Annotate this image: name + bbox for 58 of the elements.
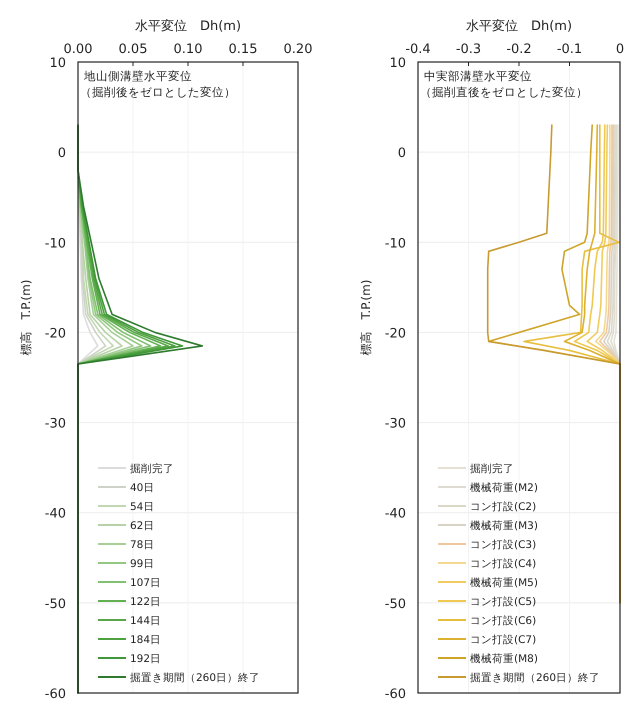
y-tick-label: -10 [384, 236, 406, 252]
legend-label: 122日 [130, 596, 162, 608]
legend-label: 192日 [130, 653, 162, 665]
y-tick-label: -20 [44, 326, 66, 342]
legend-label: 機械荷重(M5) [470, 576, 538, 589]
legend-label: コン打設(C2) [470, 500, 536, 513]
legend-label: 掘削完了 [130, 462, 174, 475]
legend-label: 107日 [130, 577, 162, 589]
y-tick-label: 0 [398, 146, 406, 162]
y-tick-label: -20 [384, 326, 406, 342]
legend-label: 184日 [130, 634, 162, 646]
legend-label: 62日 [130, 520, 154, 532]
y-axis-title: 標高 T.P.(m) [359, 280, 373, 356]
legend-label: 99日 [130, 558, 154, 570]
x-tick-label: 0.10 [174, 42, 202, 57]
y-tick-label: -10 [44, 236, 66, 252]
legend-label: 掘置き期間（260日）終了 [130, 672, 260, 684]
x-tick-label: -0.3 [456, 42, 482, 57]
legend-label: コン打設(C5) [470, 595, 536, 608]
legend-label: コン打設(C6) [470, 614, 536, 627]
y-tick-label: 0 [58, 146, 66, 162]
y-axis-title: 標高 T.P.(m) [19, 280, 33, 356]
text: （掘削直後をゼロとした変位） [420, 85, 588, 99]
legend-label: 掘削完了 [470, 462, 514, 475]
y-tick-label: -30 [384, 416, 406, 432]
x-tick-label: 0.05 [118, 42, 148, 57]
x-tick-label: -0.4 [405, 42, 431, 57]
y-tick-label: 10 [49, 56, 66, 71]
y-tick-label: -60 [384, 687, 406, 702]
text: 中実部溝壁水平変位 [424, 69, 532, 83]
text: 地山側溝壁水平変位 [83, 69, 192, 83]
legend-label: 掘置き期間（260日）終了 [470, 672, 600, 684]
legend-label: 78日 [130, 539, 154, 551]
x-tick-label: -0.2 [506, 42, 532, 57]
legend-label: コン打設(C4) [470, 557, 536, 570]
y-tick-label: 10 [389, 56, 406, 71]
legend-label: 機械荷重(M8) [470, 652, 538, 665]
text: （掘削後をゼロとした変位） [80, 85, 236, 99]
x-tick-label: 0 [616, 42, 624, 57]
legend-label: コン打設(C7) [470, 633, 536, 646]
legend-label: 機械荷重(M2) [470, 481, 538, 494]
x-tick-label: 0.00 [64, 42, 92, 57]
legend-label: 54日 [130, 501, 154, 513]
y-tick-label: -40 [44, 506, 66, 522]
y-tick-label: -30 [44, 416, 66, 432]
y-tick-label: -60 [44, 687, 66, 702]
x-tick-label: -0.1 [556, 42, 582, 57]
legend-label: コン打設(C3) [470, 538, 536, 551]
y-tick-label: -40 [384, 506, 406, 522]
y-tick-label: -50 [384, 596, 406, 612]
legend-label: 40日 [130, 482, 154, 494]
y-tick-label: -50 [44, 596, 66, 612]
x-axis-title: 水平変位 Dh(m) [466, 18, 572, 34]
x-tick-label: 0.20 [284, 42, 312, 57]
x-tick-label: 0.15 [228, 42, 258, 57]
legend-label: 機械荷重(M3) [470, 519, 538, 532]
x-axis-title: 水平変位 Dh(m) [134, 18, 242, 34]
legend-label: 144日 [130, 615, 162, 627]
